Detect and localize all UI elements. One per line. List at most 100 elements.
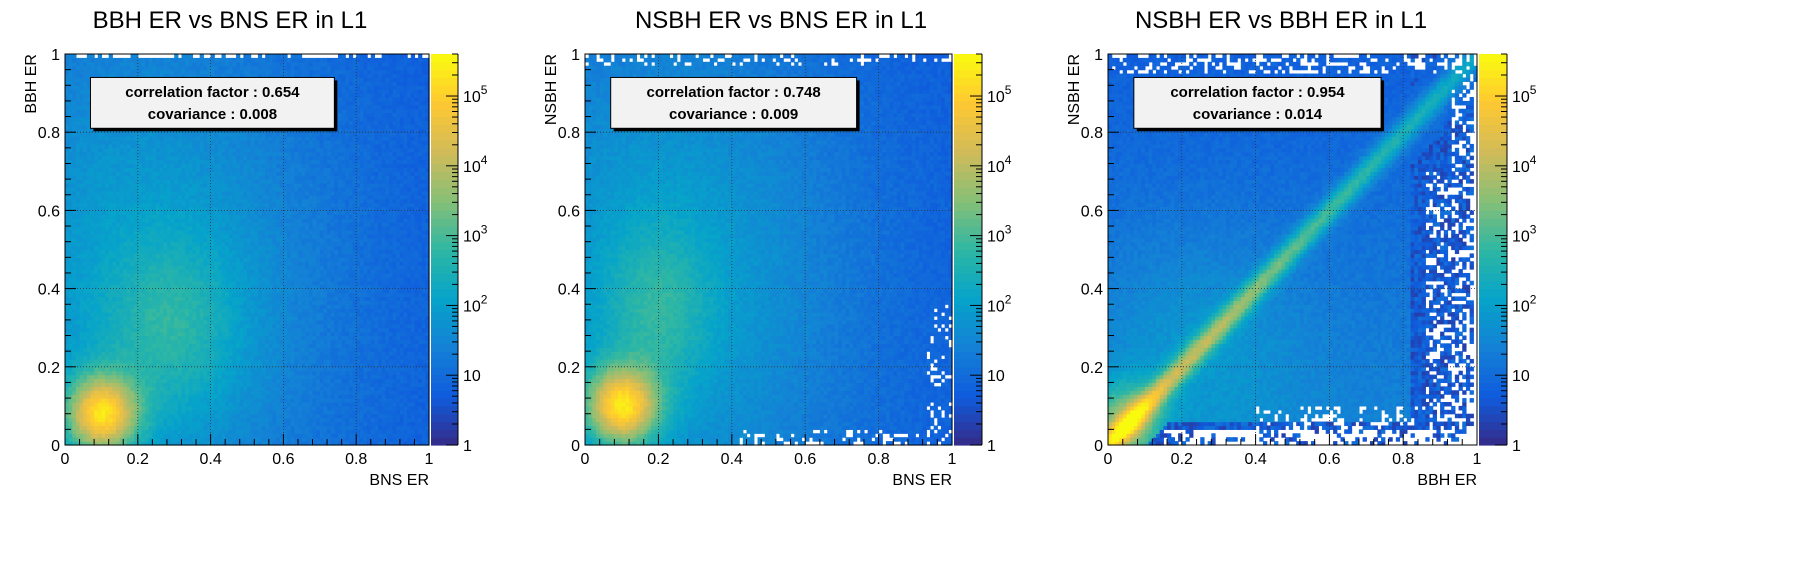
heatmap-cell [297,265,303,270]
heatmap-cell [148,417,153,423]
heatmap-cell [108,362,113,368]
heatmap-cell [407,429,412,434]
heatmap-cell [137,257,143,262]
heatmap-cell [83,269,88,274]
heatmap-cell [399,347,405,352]
heatmap-cell [330,366,335,372]
heatmap-cell [247,351,252,356]
heatmap-cell [261,390,266,395]
heatmap-cell [239,425,244,430]
heatmap-cell [148,257,153,262]
heatmap-cell [188,405,193,411]
heatmap-cell [101,265,106,270]
heatmap-cell [199,355,204,360]
heatmap-cell [83,272,88,278]
heatmap-cell [112,382,117,387]
heatmap-cell [425,319,430,325]
heatmap-cell [174,398,179,403]
heatmap-cell [90,386,95,391]
heatmap-cell [305,398,310,403]
heatmap-cell [112,370,117,376]
heatmap-cell [221,374,226,380]
heatmap-cell [83,300,88,305]
heatmap-cell [396,401,401,407]
heatmap-cell [308,429,314,434]
heatmap-cell [228,362,234,368]
heatmap-cell [356,370,361,376]
heatmap-cell [225,339,230,344]
heatmap-cell [403,304,408,309]
heatmap-cell [381,296,386,301]
heatmap-cell [105,433,110,438]
heatmap-cell [105,339,110,344]
heatmap-cell [152,362,157,368]
heatmap-cell [308,280,314,286]
heatmap-cell [156,398,161,403]
heatmap-cell [308,319,314,325]
heatmap-cell [243,429,248,434]
heatmap-cell [396,394,401,399]
heatmap-cell [75,315,81,321]
heatmap-cell [334,429,339,434]
heatmap-cell [247,413,252,419]
heatmap-cell [236,288,241,294]
heatmap-cell [126,394,132,399]
heatmap-cell [206,269,212,274]
heatmap-cell [239,292,244,298]
heatmap-cell [185,300,190,305]
heatmap-cell [352,276,357,282]
heatmap-cell [97,343,102,348]
heatmap-cell [261,343,266,348]
heatmap-cell [94,405,99,411]
heatmap-cell [290,331,295,337]
heatmap-cell [345,261,350,266]
heatmap-cell [97,378,102,384]
heatmap-cell [421,284,426,290]
heatmap-cell [308,409,314,415]
heatmap-cell [392,269,397,274]
heatmap-cell [316,366,321,372]
heatmap-cell [192,374,197,380]
heatmap-cell [141,280,146,286]
heatmap-cell [410,339,416,344]
heatmap-cell [276,280,281,286]
heatmap-cell [399,409,405,415]
heatmap-cell [338,296,343,301]
heatmap-cell [305,319,310,325]
heatmap-cell [177,413,183,419]
heatmap-cell [250,398,255,403]
heatmap-cell [290,339,295,344]
heatmap-cell [341,265,346,270]
heatmap-cell [163,413,168,419]
heatmap-cell [268,378,274,384]
heatmap-cell [221,269,226,274]
heatmap-cell [145,355,150,360]
heatmap-cell [108,257,113,262]
heatmap-cell [287,421,292,427]
heatmap-cell [338,304,343,309]
heatmap-cell [301,398,306,403]
heatmap-cell [392,343,397,348]
heatmap-cell [421,398,426,403]
heatmap-cell [86,312,92,317]
heatmap-cell [123,429,128,434]
heatmap-cell [367,386,372,391]
heatmap-cell [243,280,248,286]
heatmap-cell [101,347,106,352]
heatmap-cell [148,253,153,258]
heatmap-cell [287,417,292,423]
heatmap-cell [374,292,379,298]
heatmap-cell [199,421,204,427]
heatmap-cell [170,265,175,270]
heatmap-cell [221,335,226,341]
heatmap-cell [123,437,128,442]
heatmap-cell [163,308,168,313]
heatmap-cell [145,288,150,294]
heatmap-cell [341,401,346,407]
heatmap-cell [425,413,430,419]
heatmap-cell [188,355,193,360]
heatmap-cell [399,304,405,309]
heatmap-cell [410,355,416,360]
heatmap-cell [236,351,241,356]
heatmap-cell [305,304,310,309]
